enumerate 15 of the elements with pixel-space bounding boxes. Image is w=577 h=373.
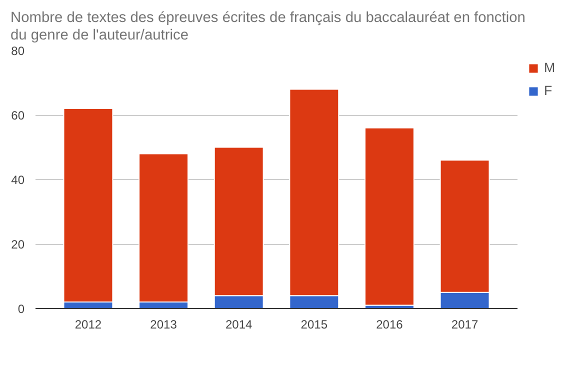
bar — [364, 127, 414, 306]
x-tick-label: 2017 — [451, 318, 478, 332]
legend-label: M — [544, 60, 556, 75]
x-tick-label: 2014 — [225, 318, 253, 332]
legend-label: F — [544, 83, 554, 98]
y-tick-label: 20 — [11, 238, 25, 252]
x-tick-label: 2015 — [300, 318, 328, 332]
y-tick-label: 0 — [18, 302, 25, 316]
y-tick-label: 40 — [11, 173, 25, 187]
chart-title: Nombre de textes des épreuves écrites de français du baccalauréat en fonction du genre de l'auteur/autrice — [10, 10, 526, 44]
x-tick-label: 2013 — [150, 318, 178, 332]
x-tick-label: 2012 — [74, 318, 102, 332]
y-tick-label: 80 — [11, 44, 25, 58]
y-tick-label: 60 — [11, 108, 25, 122]
x-tick-label: 2016 — [376, 318, 404, 332]
